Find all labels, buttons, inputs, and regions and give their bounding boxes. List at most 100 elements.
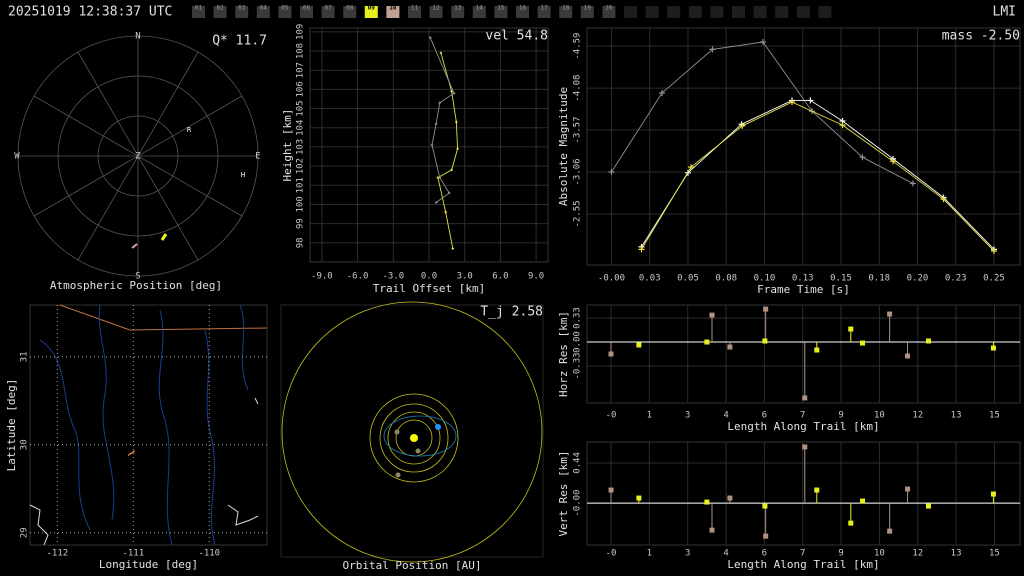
point <box>890 158 897 165</box>
frame-box <box>278 6 292 18</box>
frame-label: 09 <box>368 5 376 12</box>
point <box>434 122 438 126</box>
x-tick-label: -0.00 <box>598 274 625 284</box>
point <box>658 90 665 97</box>
x-tick-label: 9 <box>838 411 843 421</box>
zenith: Z <box>135 152 141 162</box>
x-axis-label: Longitude [deg] <box>99 558 198 571</box>
frame-label: 19 <box>584 5 592 12</box>
y-axis-label: Horz Res [km] <box>557 311 570 397</box>
frame-box <box>408 6 421 18</box>
earth <box>435 424 441 430</box>
point <box>739 122 746 129</box>
direction: W <box>14 152 20 162</box>
x-tick-label: 0.15 <box>830 274 852 284</box>
y-tick-label: 107 <box>296 62 306 78</box>
y-tick-label: 30 <box>20 439 30 450</box>
x-tick-label: 15 <box>989 411 1000 421</box>
x-tick-label: 0.25 <box>983 274 1005 284</box>
annotation: vel 54.8 <box>485 29 548 44</box>
y-tick-label: 105 <box>296 100 306 116</box>
y-axis-label: Absolute Magnitude <box>557 87 570 206</box>
point <box>438 101 441 105</box>
x-tick-label: 3.0 <box>457 272 473 282</box>
series-line <box>611 41 914 184</box>
series-line <box>429 37 455 203</box>
x-tick-label: 15 <box>989 549 1000 559</box>
frame-label: 08 <box>346 5 354 12</box>
x-tick-label: 6 <box>762 549 767 559</box>
point <box>807 97 814 104</box>
annotation: mass -2.50 <box>942 29 1020 44</box>
direction: N <box>135 32 140 42</box>
point <box>859 154 866 161</box>
point <box>763 306 769 312</box>
frame-box <box>364 6 378 18</box>
x-tick-label: 0.0 <box>421 272 437 282</box>
point <box>887 528 893 534</box>
frame-label: 05 <box>281 5 289 12</box>
point <box>608 351 614 357</box>
frame-label: 03 <box>238 5 246 12</box>
point <box>940 196 947 203</box>
x-tick-label: 6.0 <box>492 272 508 282</box>
x-tick-label: -0 <box>606 549 617 559</box>
point <box>814 487 820 493</box>
x-tick-label: -112 <box>47 549 69 559</box>
frame-label: 17 <box>540 5 548 12</box>
frame-box <box>688 6 702 18</box>
point <box>990 248 997 255</box>
direction: E <box>255 152 260 162</box>
y-tick-label: -4.59 <box>573 33 583 60</box>
y-tick-label: 99 <box>296 218 306 229</box>
x-tick-label: 3 <box>685 411 690 421</box>
x-tick-label: 13 <box>951 549 962 559</box>
point <box>848 520 854 526</box>
point <box>759 38 766 45</box>
frame-box <box>559 6 573 18</box>
point <box>450 168 453 172</box>
point <box>909 180 916 187</box>
point <box>839 122 846 129</box>
x-tick-label: 0.13 <box>792 274 814 284</box>
frame-label: 16 <box>519 5 527 12</box>
point <box>887 311 893 317</box>
frame-box <box>602 6 616 18</box>
y-tick-label: 109 <box>296 24 306 40</box>
x-tick-label: -9.0 <box>311 272 333 282</box>
x-tick-label: 0.18 <box>868 274 890 284</box>
x-tick-label: 9 <box>838 549 843 559</box>
y-tick-label: 102 <box>296 158 306 174</box>
point <box>709 312 715 318</box>
point <box>814 347 820 353</box>
point <box>456 147 459 151</box>
frame-box <box>775 6 789 18</box>
y-tick-label: 0.44 <box>573 452 583 474</box>
y-tick-label: 100 <box>296 196 306 212</box>
x-axis-label: Frame Time [s] <box>757 283 850 296</box>
y-axis-label: Vert Res [km] <box>557 450 570 536</box>
point <box>990 491 996 497</box>
point <box>990 345 996 351</box>
y-tick-label: 104 <box>296 120 306 136</box>
point <box>450 90 453 93</box>
point <box>452 92 456 95</box>
point <box>444 210 447 214</box>
frame-label: 01 <box>195 5 203 12</box>
x-tick-label: -0 <box>606 411 617 421</box>
frame-box <box>472 6 486 18</box>
x-tick-label: 4 <box>723 549 728 559</box>
x-tick-label: -3.0 <box>382 272 404 282</box>
y-tick-label: 108 <box>296 43 306 59</box>
point <box>638 246 645 253</box>
point <box>636 342 642 348</box>
point <box>925 338 931 344</box>
x-tick-label: 4 <box>723 411 728 421</box>
point <box>428 36 432 39</box>
x-axis-label: Length Along Trail [km] <box>727 558 879 571</box>
frame-box <box>624 6 637 18</box>
point <box>709 46 716 53</box>
frame-box <box>667 6 681 18</box>
x-tick-label: 9.0 <box>528 272 544 282</box>
y-tick-label: -3.06 <box>573 158 583 185</box>
